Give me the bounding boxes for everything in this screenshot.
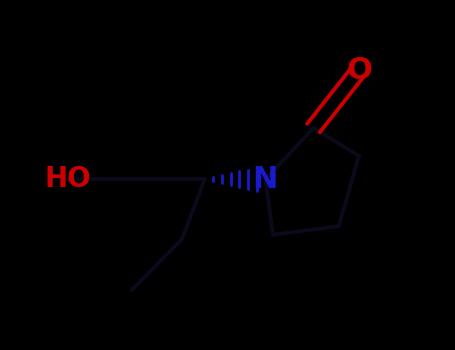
Text: HO: HO [45,165,91,193]
Text: N: N [253,165,278,194]
Text: O: O [346,56,372,85]
